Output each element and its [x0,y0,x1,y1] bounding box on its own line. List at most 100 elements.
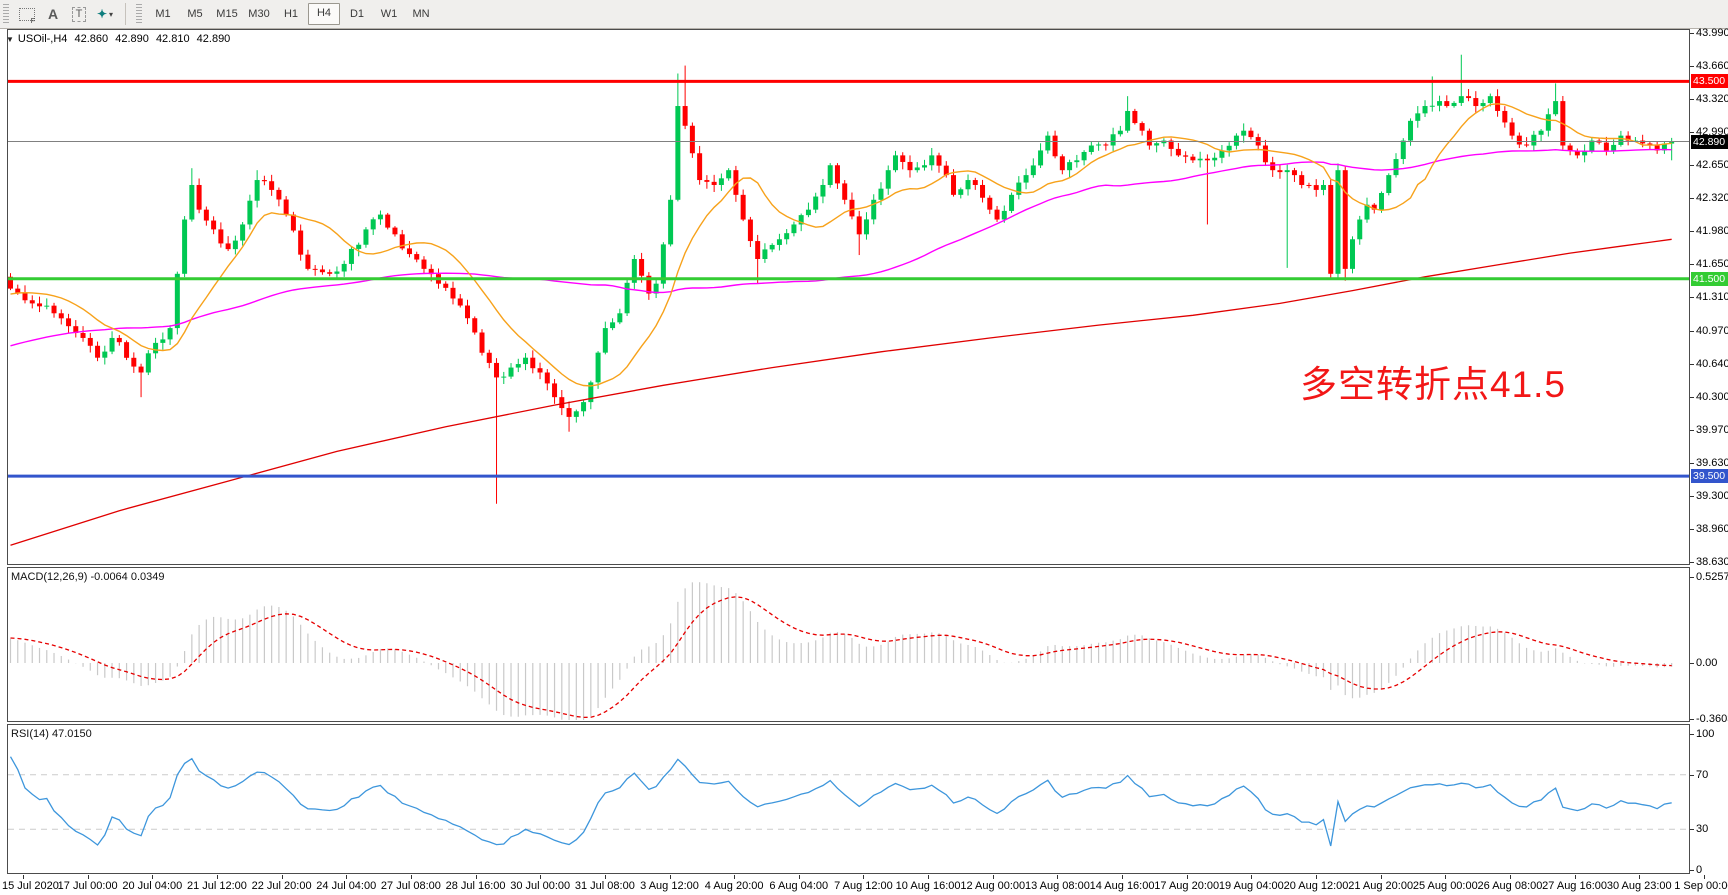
price-tick-label: 41.650 [1696,257,1728,270]
time-tick [23,875,24,879]
time-label: 27 Aug 16:00 [1542,880,1608,892]
time-tick [216,875,218,879]
macd-pane[interactable] [7,567,1690,722]
timeframe-button-M1[interactable]: M1 [155,8,171,20]
toolbar: F A T ✦ ▾ M1 M5 M15 M30 H1 H4 D1 W1 MN [0,0,1728,29]
axis-tick [1690,65,1694,67]
price-axis[interactable]: 43.990 43.660 43.320 42.990 42.650 42.320 41.9… [1690,27,1728,876]
axis-tick [1690,363,1694,365]
axis-tick [1690,774,1694,776]
chart-annotation: 多空转折点41.5 [1300,364,1567,405]
axis-tick [1690,529,1694,531]
time-label: 21 Jul 12:00 [186,880,247,892]
axis-tick [1690,734,1694,735]
timeframe-bar: M1 M5 M15 M30 H1 H4 D1 W1 MN [147,3,437,25]
axis-tick [1690,165,1694,167]
time-label: 14 Aug 16:00 [1089,880,1155,892]
price-badge-39.500: 39.500 [1691,469,1728,484]
chart-title: ▼ USOil-,H4 42.860 42.890 42.810 42.890 [6,33,234,45]
time-tick [992,875,994,879]
macd-main-value: -0.0064 [90,571,128,583]
toolbar-drag-handle[interactable] [3,4,9,24]
text-label-icon[interactable]: A [40,3,66,25]
axis-tick [1690,495,1694,497]
time-tick [1509,875,1511,879]
axis-tick [1690,397,1694,399]
timeframe-button-M5[interactable]: M5 [187,8,203,20]
price-tick-label: 42.320 [1696,191,1728,204]
time-tick [1186,875,1188,879]
timeframe-button-H4[interactable]: H4 [308,3,340,25]
price-tick-label: 43.990 [1696,27,1728,39]
axis-tick [1690,99,1694,101]
timeframe-button-D1[interactable]: D1 [349,8,365,20]
time-label: 30 Jul 00:00 [510,880,571,892]
axis-tick [1690,297,1694,299]
axis-tick [1690,463,1694,465]
time-label: 20 Jul 04:00 [122,880,183,892]
price-tick-label: 40.640 [1696,357,1728,370]
price-tick-label: 40.970 [1696,325,1728,338]
axis-tick [1690,561,1694,563]
axis-tick [1690,331,1694,333]
timeframe-button-W1[interactable]: W1 [380,8,398,20]
time-label: 24 Jul 04:00 [316,880,377,892]
time-tick [928,875,930,879]
axis-tick [1690,197,1694,199]
timeframe-button-M30[interactable]: M30 [248,8,270,20]
macd-scale-bottom: -0.3603 [1696,713,1728,725]
axis-tick [1690,263,1694,265]
time-label: 1 Sep 00:00 [1674,880,1728,892]
rsi-scale-label: 100 [1696,728,1715,740]
time-tick [540,875,542,879]
ohlc-high: 42.890 [115,33,149,45]
price-tick-label: 43.320 [1696,93,1728,106]
text-box-icon[interactable]: T [66,3,92,25]
time-tick [1639,875,1641,879]
toolbar-separator [125,3,126,25]
time-tick [1574,875,1576,879]
price-badge-42.890: 42.890 [1691,134,1728,149]
time-label: 31 Jul 08:00 [574,880,635,892]
timeframe-button-H1[interactable]: H1 [283,8,299,20]
time-tick [1445,875,1447,879]
time-tick [1122,875,1124,879]
dropdown-caret-icon[interactable]: ▾ [109,9,114,19]
grid-glyph: F [19,7,35,25]
time-tick [281,875,283,879]
collapse-triangle-icon[interactable]: ▼ [6,35,14,44]
time-tick [1057,875,1059,879]
time-label: 28 Jul 16:00 [445,880,506,892]
arrows-glyph: ✦ [96,7,108,21]
time-tick [1316,875,1317,879]
time-label: 3 Aug 12:00 [640,880,699,892]
axis-tick [1690,829,1694,831]
candlestick-chart[interactable] [8,30,1689,564]
time-tick [798,875,800,879]
time-tick [475,875,477,879]
price-tick-label: 39.970 [1696,423,1728,436]
price-tick-label: 40.300 [1696,391,1728,404]
indicator-arrows-icon[interactable]: ✦ ▾ [92,3,118,25]
macd-chart[interactable] [8,568,1689,721]
time-tick [1251,875,1253,879]
time-label: 15 Jul 2020 [2,880,59,892]
price-tick-label: 41.310 [1696,291,1728,304]
axis-tick [1690,429,1694,431]
time-tick [604,875,606,879]
timeframe-button-M15[interactable]: M15 [216,8,238,20]
rsi-pane[interactable] [7,724,1690,874]
axis-tick [1690,663,1694,664]
rsi-scale-label: 70 [1696,768,1709,781]
time-tick [87,875,89,879]
price-tick-label: 42.650 [1696,159,1728,172]
template-grid-icon[interactable]: F [14,3,40,25]
time-axis[interactable]: 15 Jul 2020 17 Jul 00:00 20 Jul 04:00 21 Ju… [0,875,1728,895]
timeframe-button-MN[interactable]: MN [412,8,430,20]
main-chart-pane[interactable] [7,29,1690,565]
price-tick-label: 43.660 [1696,59,1728,72]
timeframe-drag-handle[interactable] [136,4,142,24]
macd-scale-zero: 0.00 [1696,657,1718,669]
rsi-scale-label: 0 [1696,864,1703,876]
rsi-chart[interactable] [8,725,1689,873]
